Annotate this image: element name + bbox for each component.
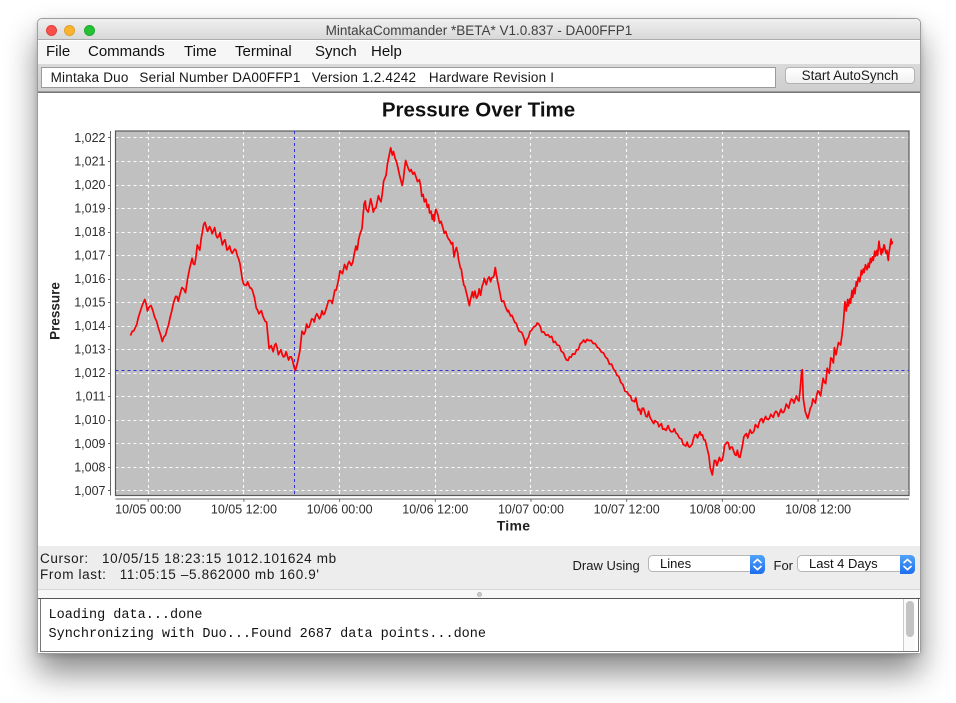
svg-text:1,015: 1,015 [74,296,105,310]
svg-text:1,014: 1,014 [74,319,105,333]
svg-text:1,010: 1,010 [74,413,105,427]
svg-text:10/05 12:00: 10/05 12:00 [211,503,277,517]
svg-text:1,022: 1,022 [74,131,105,145]
svg-text:1,011: 1,011 [75,390,105,404]
svg-text:Time: Time [497,518,531,534]
svg-text:10/07 00:00: 10/07 00:00 [498,503,564,517]
svg-text:1,008: 1,008 [74,460,105,474]
svg-text:1,019: 1,019 [74,202,105,216]
svg-text:10/08 12:00: 10/08 12:00 [785,503,851,517]
svg-text:10/07 12:00: 10/07 12:00 [594,503,660,517]
svg-text:1,020: 1,020 [74,178,105,192]
svg-text:Pressure: Pressure [48,282,63,340]
svg-text:Pressure Over Time: Pressure Over Time [382,99,575,122]
svg-text:1,016: 1,016 [74,272,105,286]
svg-text:1,007: 1,007 [74,484,105,498]
svg-text:1,021: 1,021 [74,155,105,169]
svg-text:10/08 00:00: 10/08 00:00 [689,503,755,517]
svg-text:10/05 00:00: 10/05 00:00 [115,503,181,517]
svg-text:10/06 00:00: 10/06 00:00 [307,503,373,517]
svg-text:1,009: 1,009 [74,437,105,451]
svg-text:1,013: 1,013 [74,343,105,357]
svg-text:10/06 12:00: 10/06 12:00 [402,503,468,517]
svg-text:1,012: 1,012 [74,366,105,380]
svg-text:1,018: 1,018 [74,225,105,239]
svg-text:1,017: 1,017 [74,249,105,263]
